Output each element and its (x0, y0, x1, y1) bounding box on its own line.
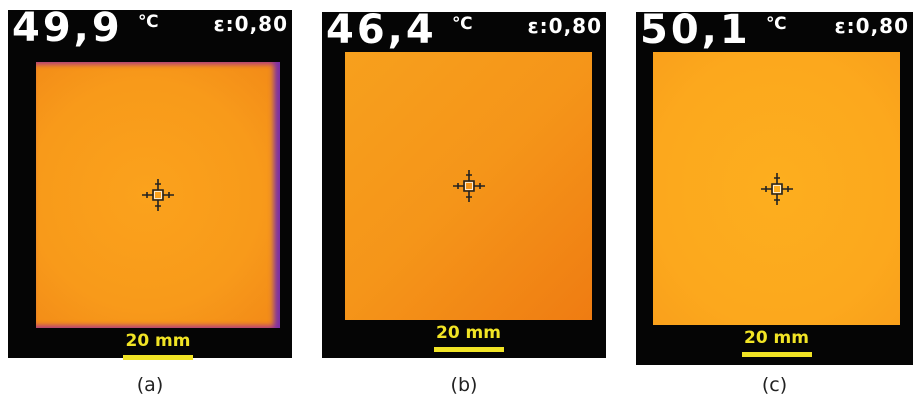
unit: ℃ (766, 14, 787, 34)
scale-bar (742, 352, 812, 357)
unit: ℃ (138, 12, 159, 32)
scale-label: 20 mm (717, 328, 837, 348)
caption: (c) (745, 374, 805, 396)
scale-bar (123, 355, 193, 360)
temperature: 46,4 (326, 6, 437, 54)
emissivity: ε:0,80 (835, 14, 909, 38)
scale-label: 20 mm (98, 331, 218, 351)
figure: (() => { const data = JSON.parse(documen… (0, 0, 915, 403)
scale-bar (434, 347, 504, 352)
crosshair (759, 171, 795, 207)
scale-label: 20 mm (409, 323, 529, 343)
crosshair (451, 168, 487, 204)
caption: (b) (434, 374, 494, 396)
temperature: 50,1 (640, 6, 751, 54)
emissivity: ε:0,80 (528, 14, 602, 38)
emissivity: ε:0,80 (214, 12, 288, 36)
crosshair (140, 177, 176, 213)
caption: (a) (120, 374, 180, 396)
unit: ℃ (452, 14, 473, 34)
temperature: 49,9 (12, 4, 123, 52)
